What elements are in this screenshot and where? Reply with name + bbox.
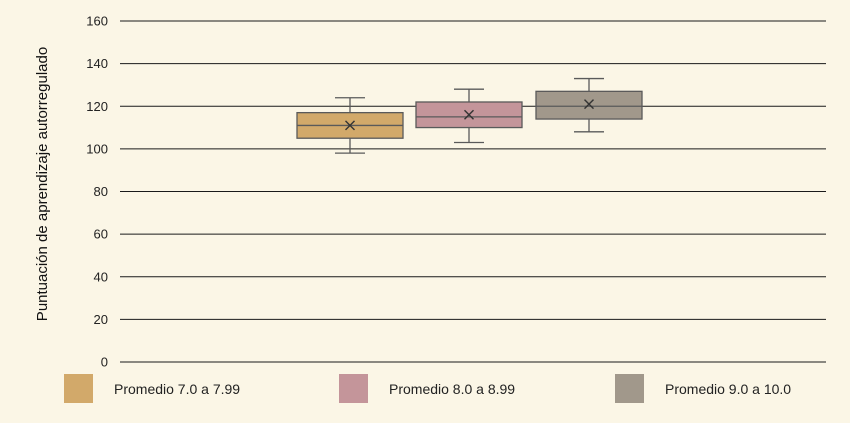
mean-marker (345, 120, 355, 131)
box-series (296, 77, 643, 154)
y-tick-label: 140 (86, 56, 108, 71)
box-1 (296, 97, 404, 154)
mean-marker (584, 99, 594, 110)
y-tick-label: 40 (94, 269, 108, 284)
box-2 (415, 88, 523, 144)
y-tick-label: 160 (86, 14, 108, 29)
legend-swatch (64, 374, 93, 403)
y-tick-label: 60 (94, 227, 108, 242)
y-tick-label: 120 (86, 99, 108, 114)
legend-label: Promedio 9.0 a 10.0 (665, 381, 791, 397)
y-tick-labels: 0 20 40 60 80 100 120 140 160 (86, 14, 108, 370)
legend-item-2: Promedio 8.0 a 8.99 (339, 374, 515, 403)
legend: Promedio 7.0 a 7.99 Promedio 8.0 a 8.99 Pr… (64, 374, 791, 403)
y-tick-label: 80 (94, 184, 108, 199)
legend-item-3: Promedio 9.0 a 10.0 (615, 374, 791, 403)
box-iqr (535, 90, 643, 120)
legend-label: Promedio 7.0 a 7.99 (114, 381, 240, 397)
y-tick-label: 100 (86, 141, 108, 156)
grid-lines (120, 20, 826, 363)
y-tick-label: 20 (94, 312, 108, 327)
legend-item-1: Promedio 7.0 a 7.99 (64, 374, 240, 403)
legend-swatch (339, 374, 368, 403)
mean-marker (464, 109, 474, 120)
y-tick-label: 0 (101, 355, 108, 370)
box-3 (535, 77, 643, 133)
legend-label: Promedio 8.0 a 8.99 (389, 381, 515, 397)
y-axis-label: Puntuación de aprendizaje autorregulado (34, 47, 51, 321)
legend-swatch (615, 374, 644, 403)
